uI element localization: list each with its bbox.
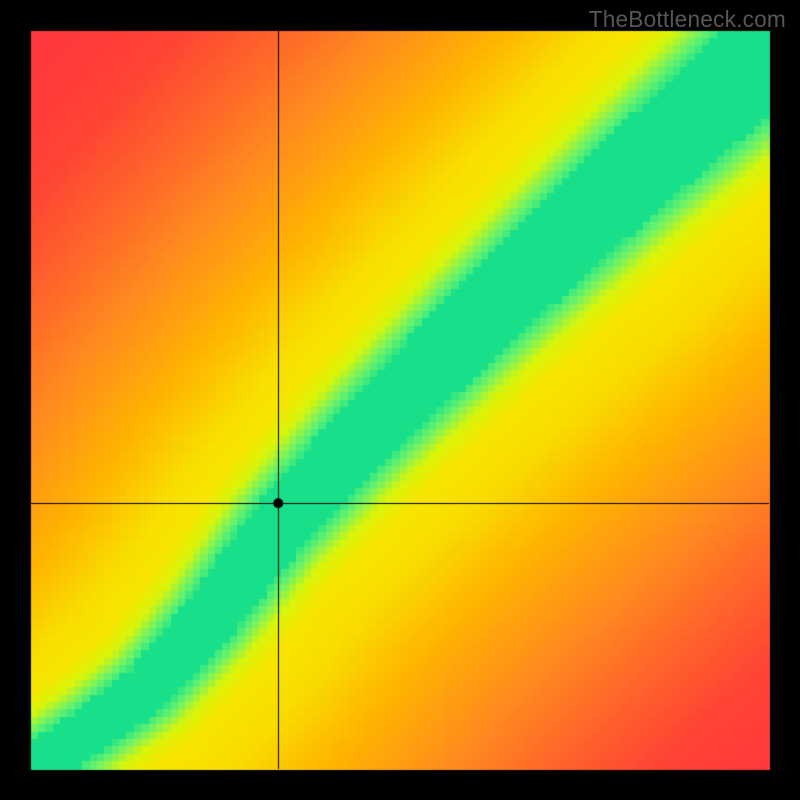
watermark-text: TheBottleneck.com bbox=[589, 6, 786, 33]
chart-frame: TheBottleneck.com bbox=[0, 0, 800, 800]
bottleneck-heatmap-canvas bbox=[0, 0, 800, 800]
